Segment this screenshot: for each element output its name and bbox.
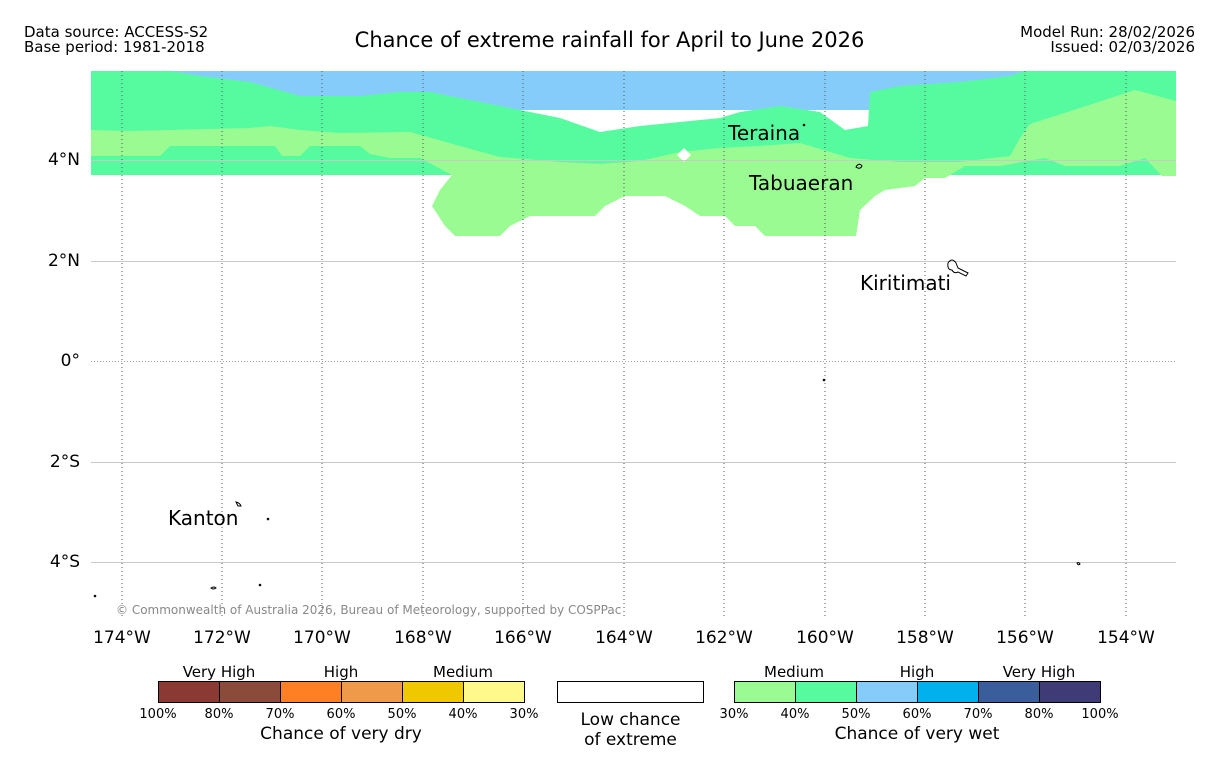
legend-dry-tick: 30% (509, 707, 539, 722)
legend-dry-tick: 80% (204, 707, 234, 722)
lon-label-168w: 168°W (394, 628, 452, 648)
legend-dry-tick: 100% (139, 707, 177, 722)
issued-text: Issued: 02/03/2026 (1050, 38, 1195, 56)
legend-wet-tick: 100% (1081, 707, 1119, 722)
legend-wet-swatch (1039, 681, 1101, 703)
legend-wet-tick: 60% (902, 707, 932, 722)
legend-wet-tick: 40% (780, 707, 810, 722)
lat-label-2s: 2°S (49, 452, 80, 472)
legend-dry-header-medium: Medium (433, 663, 493, 681)
lon-label-154w: 154°W (1097, 628, 1155, 648)
legend-wet-swatch (917, 681, 979, 703)
legend-dry-header-very-high: Very High (182, 663, 256, 681)
legend-wet-header-high: High (899, 663, 935, 681)
legend-wet-swatch (795, 681, 857, 703)
legend-neutral-caption-2: of extreme (584, 730, 677, 750)
model-run-text: Model Run: 28/02/2026 (1020, 23, 1195, 41)
lon-label-156w: 156°W (996, 628, 1054, 648)
copyright-text: © Commonwealth of Australia 2026, Bureau… (116, 603, 622, 617)
legend-wet-swatch (856, 681, 918, 703)
region-medium-wet (91, 90, 1176, 236)
lon-label-164w: 164°W (595, 628, 653, 648)
lon-label-170w: 170°W (293, 628, 351, 648)
legend-dry-tick: 70% (265, 707, 295, 722)
legend-wet-tick: 30% (719, 707, 749, 722)
legend-dry-tick: 40% (448, 707, 478, 722)
header-left: Data source: ACCESS-S2 Base period: 1981… (24, 25, 208, 55)
lon-label-160w: 160°W (796, 628, 854, 648)
lon-label-166w: 166°W (494, 628, 552, 648)
lon-label-158w: 158°W (896, 628, 954, 648)
legend-dry-swatch (463, 681, 525, 703)
legend-wet-swatch (978, 681, 1040, 703)
lat-gridlines (91, 160, 1176, 563)
lat-label-2n: 2°N (47, 251, 80, 271)
lon-gridlines (121, 71, 1127, 617)
legend-dry-swatch (402, 681, 464, 703)
legend-dry-caption: Chance of very dry (260, 724, 422, 744)
legend-wet-caption: Chance of very wet (834, 724, 1000, 744)
legend-dry-tick: 60% (326, 707, 356, 722)
legend-dry-swatch (280, 681, 342, 703)
legend-wet-header-medium: Medium (764, 663, 824, 681)
header-right: Model Run: 28/02/2026 Issued: 02/03/2026 (1020, 25, 1195, 55)
lat-label-4n: 4°N (47, 150, 80, 170)
place-kanton: Kanton (168, 506, 239, 530)
legend-wet-tick: 70% (963, 707, 993, 722)
place-teraina: Teraina (728, 121, 801, 145)
legend-wet-tick: 80% (1024, 707, 1054, 722)
legend-wet-tick: 50% (841, 707, 871, 722)
data-source-text: Data source: ACCESS-S2 (24, 23, 209, 41)
lat-label-4s: 4°S (49, 552, 80, 572)
low-chance-diamond (677, 148, 691, 162)
base-period-text: Base period: 1981-2018 (24, 38, 205, 56)
legend-dry-tick: 50% (387, 707, 417, 722)
legend-dry-swatch (219, 681, 281, 703)
place-kiritimati: Kiritimati (860, 271, 951, 295)
legend-dry-swatch (341, 681, 403, 703)
region-medium-high-wet (91, 71, 1176, 175)
place-tabuaeran: Tabuaeran (749, 171, 854, 195)
islands (93, 123, 1081, 598)
lat-label-0: 0° (60, 351, 80, 371)
kiritimati-island (947, 259, 969, 277)
lon-label-162w: 162°W (695, 628, 753, 648)
lon-label-172w: 172°W (193, 628, 251, 648)
lon-label-174w: 174°W (93, 628, 151, 648)
legend-dry-swatch (158, 681, 220, 703)
legend-neutral-swatch (557, 681, 704, 703)
page-title: Chance of extreme rainfall for April to … (354, 28, 865, 52)
legend-dry-header-high: High (323, 663, 359, 681)
tabuaeran-island (855, 163, 863, 169)
legend-neutral-caption-1: Low chance (580, 710, 681, 730)
legend-wet-swatch (734, 681, 796, 703)
kanton-island (235, 501, 242, 507)
legend-wet-header-very-high: Very High (1002, 663, 1076, 681)
